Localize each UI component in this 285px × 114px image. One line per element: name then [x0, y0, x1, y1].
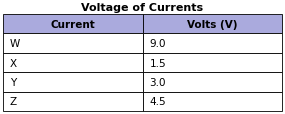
Title: Voltage of Currents: Voltage of Currents [82, 3, 203, 13]
